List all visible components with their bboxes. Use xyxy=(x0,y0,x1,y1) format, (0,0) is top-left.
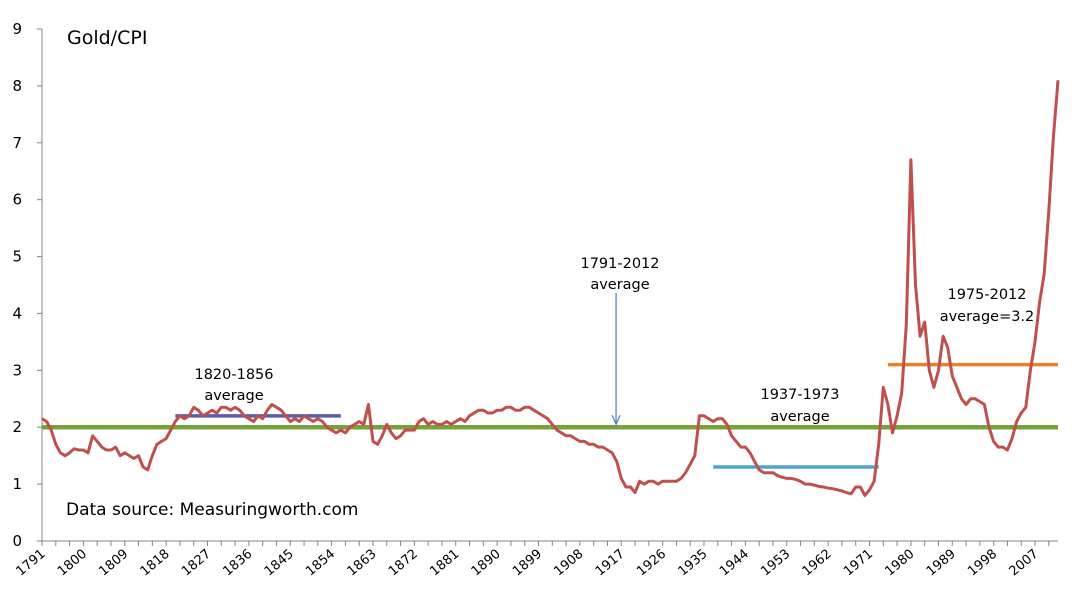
y-tick-label: 6 xyxy=(12,191,22,209)
x-tick-label: 1908 xyxy=(551,547,586,580)
x-tick-label: 1989 xyxy=(924,547,959,580)
y-tick-label: 1 xyxy=(12,475,22,493)
x-tick-label: 1980 xyxy=(882,547,917,580)
x-tick-label: 1899 xyxy=(510,547,545,580)
x-tick-label: 1827 xyxy=(179,547,214,580)
x-tick-label: 1962 xyxy=(800,547,835,580)
x-tick-label: 1926 xyxy=(634,547,669,580)
x-tick-label: 1809 xyxy=(96,547,131,580)
x-tick-label: 2007 xyxy=(1007,547,1042,580)
annotation-1791-2012-line1: 1791-2012 xyxy=(580,256,659,272)
x-tick-label: 1953 xyxy=(758,547,793,580)
x-tick-label: 1998 xyxy=(965,547,1000,580)
x-tick-label: 1935 xyxy=(676,547,711,580)
x-tick-label: 1917 xyxy=(593,547,628,580)
x-tick-label: 1791 xyxy=(14,547,49,580)
x-tick-label: 1881 xyxy=(427,547,462,580)
y-tick-label: 3 xyxy=(12,361,22,379)
annotation-1820-1856-line1: 1820-1856 xyxy=(194,367,273,383)
x-tick-label: 1944 xyxy=(717,547,752,580)
y-tick-label: 4 xyxy=(12,304,22,322)
gold-cpi-series xyxy=(41,80,1060,497)
y-tick-label: 8 xyxy=(12,77,22,95)
gold-cpi-line xyxy=(41,80,1060,497)
x-tick-label: 1818 xyxy=(138,547,173,580)
x-tick-label: 1863 xyxy=(345,547,380,580)
x-tick-label: 1872 xyxy=(386,547,421,580)
chart-title: Gold/CPI xyxy=(67,27,147,49)
annotation-1937-1973-line1: 1937-1973 xyxy=(760,387,839,403)
y-tick-label: 5 xyxy=(12,248,22,266)
average-arrow xyxy=(611,293,621,426)
y-tick-label: 7 xyxy=(12,134,22,152)
x-tick-label: 1836 xyxy=(220,547,255,580)
annotation-1791-2012-line2: average xyxy=(590,277,649,293)
x-tick-label: 1854 xyxy=(303,547,338,580)
annotation-1975-2012-line1: 1975-2012 xyxy=(947,287,1026,303)
annotation-1820-1856-line2: average xyxy=(204,388,263,404)
data-source-note: Data source: Measuringworth.com xyxy=(66,500,358,520)
annotation-1937-1973-line2: average xyxy=(770,409,829,425)
annotation-1975-2012-line2: average=3.2 xyxy=(940,309,1035,325)
x-tick-label: 1845 xyxy=(262,547,297,580)
x-tick-label: 1971 xyxy=(841,547,876,580)
x-tick-label: 1800 xyxy=(55,547,90,580)
y-tick-label: 2 xyxy=(12,418,22,436)
arrow-head xyxy=(611,414,621,426)
y-tick-label: 0 xyxy=(12,532,22,550)
x-tick-label: 1890 xyxy=(469,547,504,580)
y-tick-label: 9 xyxy=(12,20,22,38)
